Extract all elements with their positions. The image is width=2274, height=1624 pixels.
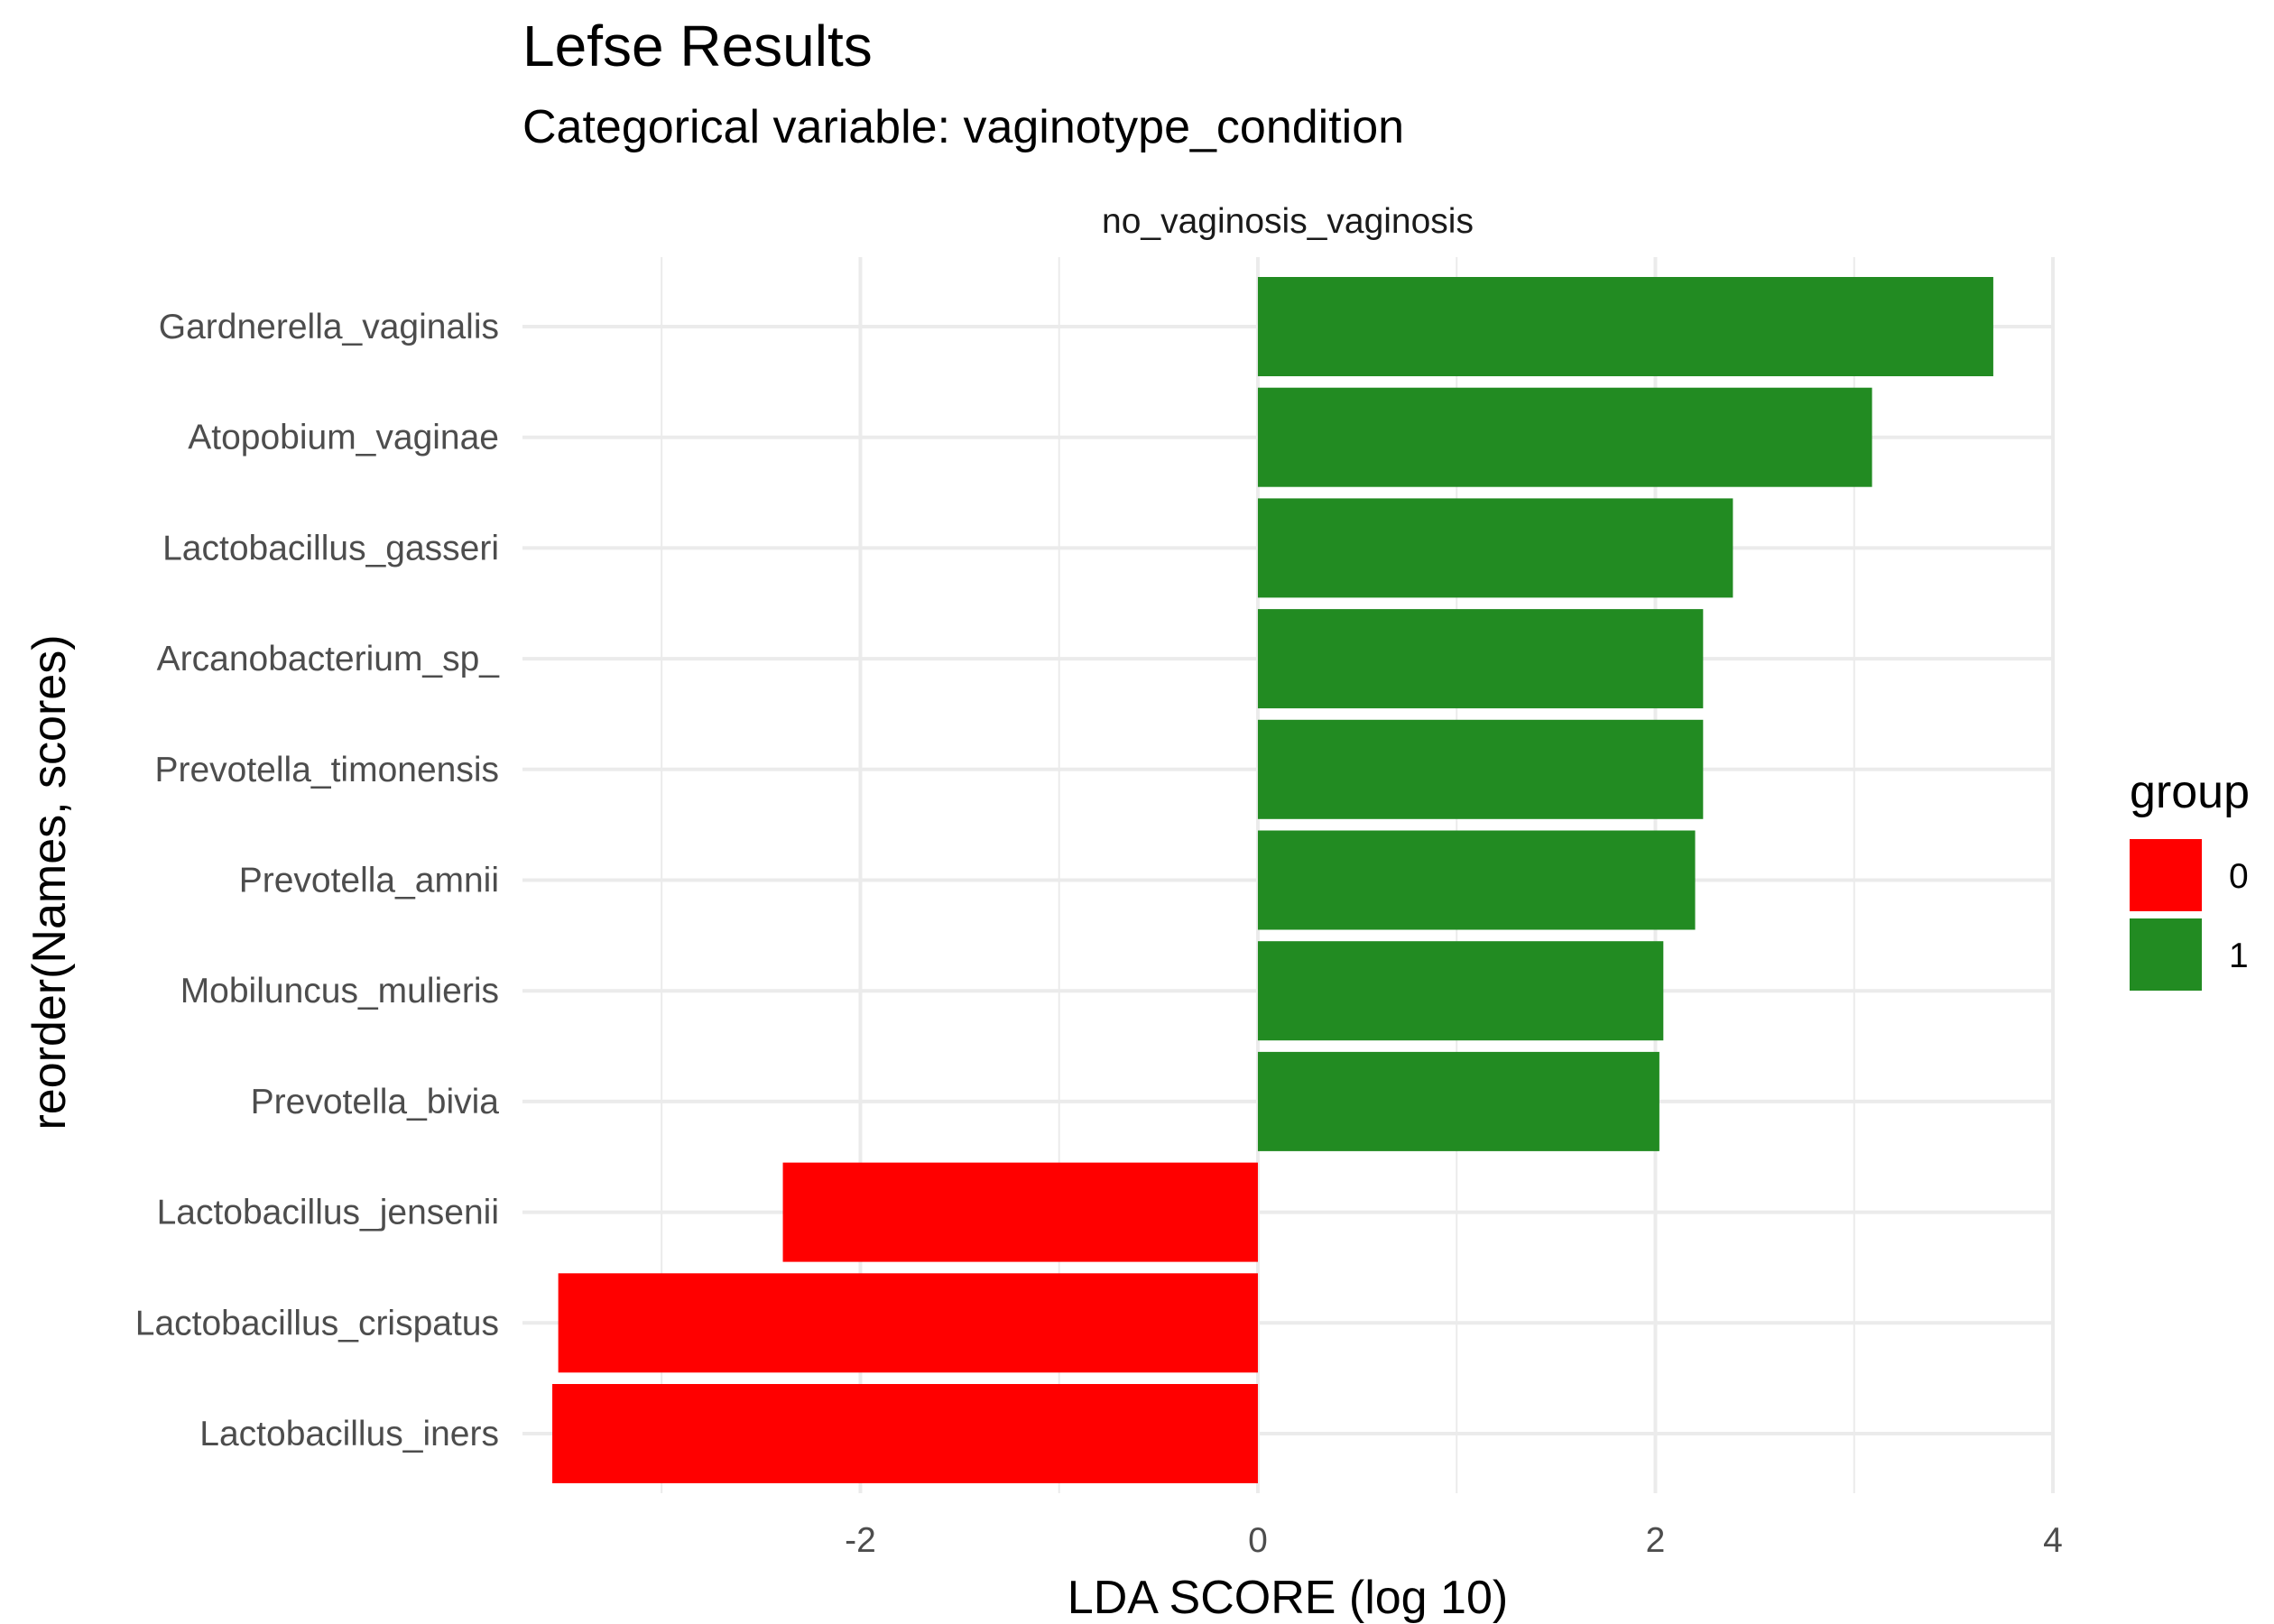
y-tick-label: Prevotella_bivia [251, 1083, 500, 1121]
y-tick-label: Mobiluncus_mulieris [180, 972, 499, 1010]
legend: group 0 1 [2130, 766, 2250, 991]
bars [552, 277, 1993, 1483]
y-tick-label: Prevotella_timonensis [154, 751, 499, 789]
x-tick-labels: -2 0 2 4 [845, 1521, 2063, 1560]
x-tick-label: 2 [1646, 1521, 1666, 1560]
bar-lactobacillus-iners [552, 1384, 1258, 1483]
y-tick-label: Lactobacillus_gasseri [162, 529, 499, 567]
legend-title: group [2130, 766, 2250, 818]
y-tick-label: Prevotella_amnii [239, 862, 499, 900]
x-tick-label: 0 [1248, 1521, 1268, 1560]
chart-title: Lefse Results [522, 14, 873, 78]
x-tick-label: 4 [2043, 1521, 2063, 1560]
legend-label-1: 1 [2229, 937, 2249, 975]
bar-prevotella-bivia [1257, 1051, 1659, 1151]
chart-subtitle: Categorical variable: vaginotype_conditi… [522, 101, 1404, 153]
legend-label-0: 0 [2229, 857, 2249, 896]
y-tick-label: Atopobium_vaginae [188, 419, 499, 457]
bar-atopobium-vaginae [1257, 387, 1872, 487]
y-tick-label: Lactobacillus_iners [199, 1415, 499, 1453]
legend-key-1 [2130, 918, 2202, 991]
bar-gardnerella-vaginalis [1257, 277, 1993, 376]
bar-mobiluncus-mulieris [1257, 941, 1664, 1041]
y-tick-label: Gardnerella_vaginalis [159, 308, 499, 346]
y-tick-label: Lactobacillus_jensenii [157, 1194, 499, 1232]
y-axis-title: reorder(Names, scores) [23, 634, 76, 1130]
legend-key-0 [2130, 839, 2202, 911]
y-tick-label: Arcanobacterium_sp_ [157, 640, 501, 678]
x-tick-label: -2 [845, 1521, 876, 1560]
bar-arcanobacterium-sp- [1257, 609, 1704, 709]
bar-prevotella-timonensis [1257, 719, 1704, 819]
bar-prevotella-amnii [1257, 830, 1696, 930]
x-axis-title: LDA SCORE (log 10) [1068, 1572, 1508, 1624]
bar-lactobacillus-jensenii [782, 1162, 1258, 1262]
y-tick-label: Lactobacillus_crispatus [135, 1304, 499, 1343]
bar-lactobacillus-gasseri [1257, 498, 1733, 598]
facet-strip-label: no_vaginosis_vaginosis [1102, 202, 1474, 241]
y-tick-labels: Gardnerella_vaginalis Atopobium_vaginae La… [135, 308, 501, 1453]
bar-lactobacillus-crispatus [558, 1273, 1258, 1373]
